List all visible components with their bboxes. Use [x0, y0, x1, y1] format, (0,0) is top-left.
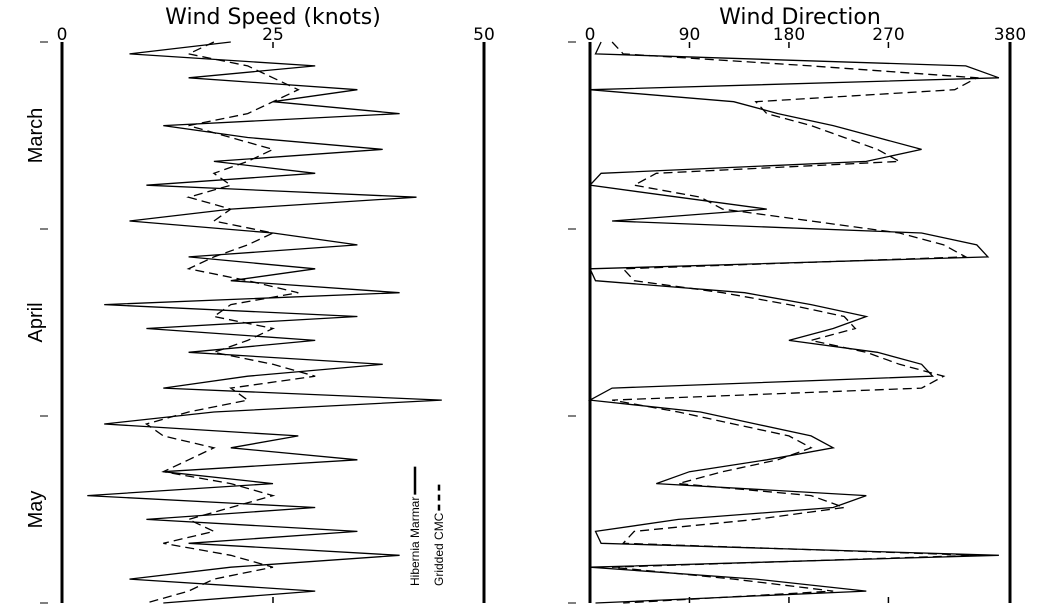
legend-entry: Gridded CMC — [432, 482, 446, 586]
x-tick-label: 0 — [57, 25, 68, 45]
legend-label: Hibernia Marmar — [408, 497, 422, 586]
x-tick-label: 90 — [679, 25, 701, 45]
chart-title: Wind Speed (knots) — [165, 5, 381, 30]
legend-entry: Hibernia Marmar — [408, 466, 422, 586]
x-tick-label: 270 — [872, 25, 904, 45]
y-category-label: May — [25, 491, 47, 529]
x-tick-label: 0 — [585, 25, 596, 45]
chart-title: Wind Direction — [719, 5, 881, 30]
series-line — [611, 41, 980, 604]
y-category-label: March — [25, 108, 47, 164]
x-tick-label: 380 — [994, 25, 1026, 45]
x-tick-label: 50 — [473, 25, 495, 45]
y-category-label: April — [25, 302, 47, 342]
legend-label: Gridded CMC — [432, 512, 446, 586]
x-tick-label: 180 — [773, 25, 805, 45]
series-line — [87, 41, 442, 604]
x-tick-label: 25 — [262, 25, 284, 45]
series-line — [144, 41, 316, 604]
series-line — [587, 41, 1000, 604]
